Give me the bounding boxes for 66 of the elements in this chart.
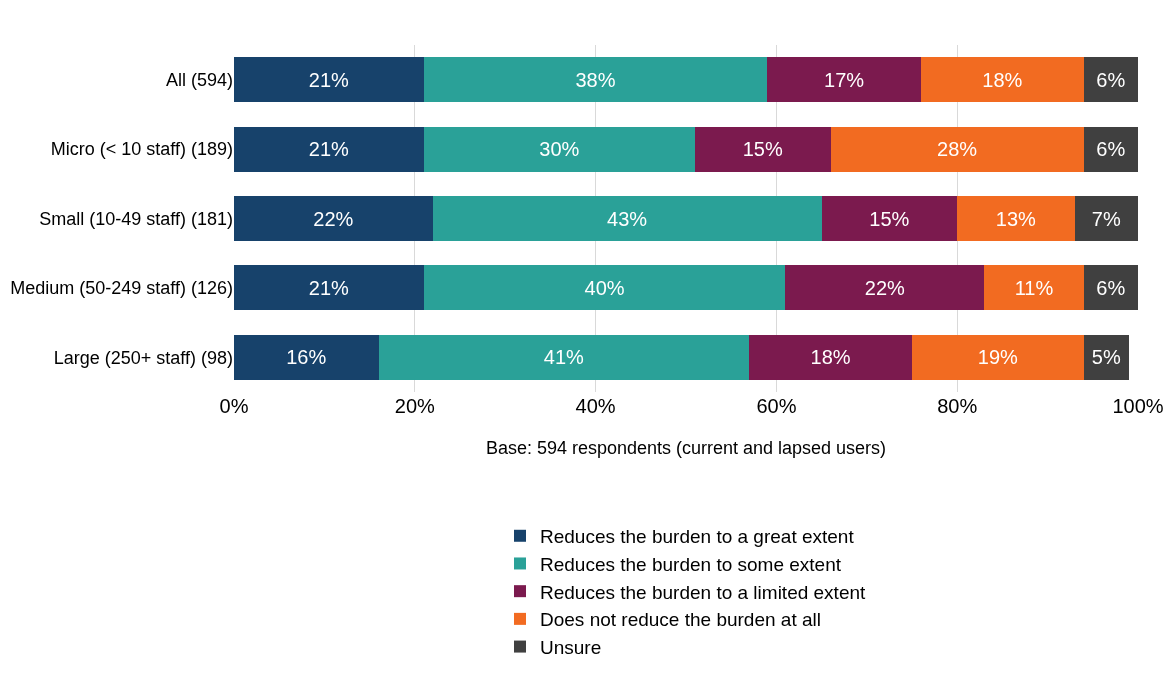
bar	[423, 57, 768, 103]
x-tick-label: 20%	[394, 395, 436, 417]
data-label: 6%	[1096, 138, 1126, 161]
bar	[957, 195, 1075, 242]
data-label: 6%	[1096, 276, 1126, 299]
bar	[234, 334, 379, 380]
bar	[1083, 126, 1138, 172]
data-label: 5%	[1091, 346, 1121, 369]
bar	[830, 126, 1084, 172]
data-label: 11%	[1014, 276, 1054, 299]
bar	[821, 195, 958, 242]
legend-label: Unsure	[540, 636, 602, 658]
data-label: 16%	[286, 346, 327, 369]
data-label: 22%	[864, 276, 905, 299]
x-tick-label: 40%	[575, 395, 616, 417]
y-tick-label: Small (10-49 staff) (181)	[39, 208, 233, 229]
bar	[1083, 57, 1138, 103]
data-label: 40%	[584, 276, 625, 299]
bar	[695, 126, 831, 172]
bar	[912, 334, 1084, 380]
data-label: 18%	[810, 346, 851, 369]
data-label: 21%	[308, 276, 350, 299]
bar	[767, 57, 922, 103]
bar	[423, 265, 786, 311]
data-label: 38%	[575, 68, 616, 91]
data-label: 21%	[308, 68, 350, 91]
bar	[378, 334, 750, 380]
bar	[785, 265, 985, 311]
bar	[1083, 265, 1138, 311]
y-tick-label: Medium (50-249 staff) (126)	[10, 278, 233, 299]
bar	[234, 126, 424, 172]
data-label: 15%	[869, 207, 910, 230]
data-label: 6%	[1096, 68, 1126, 91]
y-tick-label: All (594)	[165, 70, 233, 90]
data-label: 15%	[742, 138, 783, 161]
data-label: 19%	[977, 346, 1018, 369]
bar	[423, 126, 696, 172]
legend-label: Reduces the burden to some extent	[540, 553, 842, 575]
x-tick-label: 100%	[1112, 395, 1164, 417]
y-tick-label: Micro (< 10 staff) (189)	[50, 139, 233, 160]
x-tick-label: 80%	[937, 395, 978, 417]
legend-label: Does not reduce the burden at all	[540, 609, 821, 631]
data-label: 41%	[543, 346, 585, 369]
bar	[1074, 195, 1138, 242]
bar	[432, 195, 822, 242]
data-label: 21%	[308, 138, 350, 161]
data-label: 18%	[982, 68, 1023, 91]
data-label: 7%	[1091, 207, 1121, 230]
data-label: 30%	[539, 138, 580, 161]
x-tick-label: 0%	[219, 395, 249, 417]
data-label: 28%	[937, 138, 978, 161]
bar	[234, 265, 424, 311]
data-label: 43%	[607, 207, 648, 230]
legend-label: Reduces the burden to a great extent	[540, 526, 855, 548]
bar	[234, 195, 433, 242]
data-label: 22%	[313, 207, 354, 230]
data-label: 17%	[824, 68, 865, 91]
legend-label: Reduces the burden to a limited extent	[540, 581, 867, 603]
bar	[921, 57, 1084, 103]
bar	[749, 334, 912, 380]
bar	[984, 265, 1084, 311]
x-axis-title: Base: 594 respondents (current and lapsed users)	[485, 438, 887, 459]
data-label: 13%	[995, 207, 1037, 230]
bar	[234, 57, 424, 103]
x-tick-label: 60%	[756, 395, 797, 417]
y-tick-label: Large (250+ staff) (98)	[53, 347, 233, 368]
